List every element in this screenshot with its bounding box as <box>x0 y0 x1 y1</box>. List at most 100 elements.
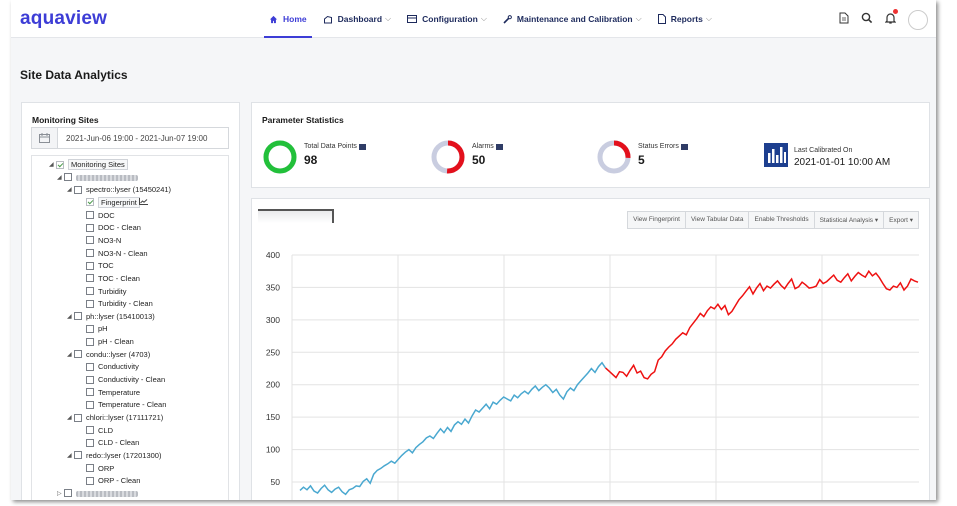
tree-parameter-item[interactable]: ORP - Clean <box>86 475 140 486</box>
tree-checkbox[interactable] <box>86 249 94 258</box>
tree-parameter-item[interactable]: NO3-N <box>86 235 121 246</box>
chart-toolbar: View Fingerprint View Tabular Data Enable … <box>627 211 919 229</box>
collapse-icon[interactable]: ◢ <box>67 313 72 320</box>
tree-checkbox[interactable] <box>86 324 94 333</box>
search-icon[interactable] <box>861 11 873 29</box>
tree-checkbox[interactable] <box>56 160 64 169</box>
tree-checkbox[interactable] <box>74 451 82 460</box>
tree-checkbox[interactable] <box>74 413 82 422</box>
tree-checkbox[interactable] <box>86 362 94 371</box>
tree-parameter-item[interactable]: DOC - Clean <box>86 222 141 233</box>
tree-checkbox[interactable] <box>86 464 94 473</box>
details-icon[interactable] <box>495 143 503 150</box>
tree-checkbox[interactable] <box>86 274 94 283</box>
export-button[interactable]: Export ▾ <box>883 211 919 229</box>
tree-checkbox[interactable] <box>74 312 82 321</box>
y-tick-label: 250 <box>266 347 280 357</box>
tree-checkbox[interactable] <box>86 223 94 232</box>
tree-site-item[interactable]: ◢ ph::lyser (15410013) <box>67 311 155 322</box>
tree-checkbox[interactable] <box>86 426 94 435</box>
tree-site-item[interactable]: ▷ <box>57 488 138 499</box>
tree-item-label: NO3-N <box>98 235 122 245</box>
view-fingerprint-button[interactable]: View Fingerprint <box>627 211 686 229</box>
tree-checkbox[interactable] <box>86 261 94 270</box>
collapse-icon[interactable]: ◢ <box>49 162 54 168</box>
bar-chart-icon <box>764 143 788 172</box>
tree-parameter-item[interactable]: DOC <box>86 210 115 221</box>
tree-checkbox[interactable] <box>86 400 94 409</box>
tree-item-label: pH - Clean <box>98 337 134 347</box>
tree-item-label: condu::lyser (4703) <box>86 349 151 359</box>
collapse-icon[interactable]: ◢ <box>57 174 62 181</box>
document-icon[interactable] <box>839 11 849 29</box>
tree-parameter-item[interactable]: Temperature <box>86 387 140 398</box>
y-tick-label: 350 <box>266 282 280 292</box>
details-icon[interactable] <box>680 143 688 150</box>
button-label: View Fingerprint <box>633 216 680 223</box>
tree-site-item[interactable]: ◢ redo::lyser (17201300) <box>67 450 161 461</box>
tree-parameter-item[interactable]: ORP <box>86 463 114 474</box>
tree-parameter-item[interactable]: CLD <box>86 425 113 436</box>
tree-parameter-item[interactable]: Turbidity - Clean <box>86 298 153 309</box>
bell-icon[interactable] <box>884 9 898 29</box>
tree-checkbox[interactable] <box>86 388 94 397</box>
avatar[interactable] <box>908 10 928 30</box>
y-tick-label: 50 <box>271 477 281 487</box>
dashboard-icon <box>323 15 338 24</box>
tree-checkbox[interactable] <box>86 211 94 220</box>
tree-checkbox[interactable] <box>74 185 82 194</box>
nav-maintenance-and-calibration[interactable]: Maintenance and Calibration ⌵ <box>495 0 650 38</box>
nav-reports[interactable]: Reports ⌵ <box>650 0 720 38</box>
tree-parameter-item[interactable]: CLD - Clean <box>86 437 139 448</box>
tree-item-label: CLD - Clean <box>98 438 140 448</box>
tree-site-item[interactable]: ◢ condu::lyser (4703) <box>67 349 150 360</box>
details-icon[interactable] <box>358 143 366 150</box>
tree-parameter-item[interactable]: Temperature - Clean <box>86 399 166 410</box>
tree-checkbox[interactable] <box>86 375 94 384</box>
tree-checkbox[interactable] <box>86 438 94 447</box>
tree-parameter-item[interactable]: Turbidity <box>86 286 126 297</box>
nav-label: Home <box>283 14 307 24</box>
tree-checkbox[interactable] <box>64 173 72 182</box>
calendar-icon[interactable] <box>32 128 58 148</box>
tree-site-item[interactable]: ◢ spectro::lyser (15450241) <box>67 184 171 195</box>
tree-parameter-item[interactable]: TOC - Clean <box>86 273 140 284</box>
app-logo[interactable]: aquaview <box>20 8 108 29</box>
enable-thresholds-button[interactable]: Enable Thresholds <box>748 211 815 229</box>
tree-checkbox[interactable] <box>86 198 94 207</box>
collapse-icon[interactable]: ◢ <box>67 452 72 459</box>
stat-last-calibrated-on: Last Calibrated On 2021-01-01 10:00 AM <box>764 143 890 172</box>
tree-parameter-item[interactable]: TOC <box>86 260 114 271</box>
tree-parameter-item[interactable]: Conductivity <box>86 361 139 372</box>
tree-checkbox[interactable] <box>86 299 94 308</box>
tree-site-item[interactable]: ◢ chlori::lyser (17111721) <box>67 412 163 423</box>
tree-checkbox[interactable] <box>86 287 94 295</box>
collapse-icon[interactable]: ◢ <box>67 415 72 421</box>
tree-parameter-item[interactable]: Fingerprint <box>86 196 148 208</box>
tree-checkbox[interactable] <box>86 236 94 245</box>
tree-site-item[interactable]: ◢ Monitoring Sites <box>49 159 128 170</box>
stat-label: Status Errors <box>638 143 679 150</box>
tree-checkbox[interactable] <box>74 350 82 359</box>
nav-dashboard[interactable]: Dashboard ⌵ <box>315 0 399 38</box>
button-label: Statistical Analysis <box>819 217 874 224</box>
tree-parameter-item[interactable]: Conductivity - Clean <box>86 374 165 385</box>
tree-item-label: chlori::lyser (17111721) <box>86 413 164 422</box>
nav-home[interactable]: Home <box>261 0 315 38</box>
tree-site-item[interactable]: ◢ <box>57 172 138 183</box>
tree-checkbox[interactable] <box>86 476 94 485</box>
nav-configuration[interactable]: Configuration ⌵ <box>399 0 495 38</box>
tree-item-label: Conductivity <box>98 362 139 372</box>
collapse-icon[interactable]: ◢ <box>67 351 72 358</box>
configuration-icon <box>407 15 422 23</box>
tree-item-label: Fingerprint <box>98 196 140 208</box>
tree-item-label: Temperature - Clean <box>98 400 167 410</box>
collapse-icon[interactable]: ◢ <box>67 187 72 194</box>
date-range-picker[interactable]: 2021-Jun-06 19:00 - 2021-Jun-07 19:00 <box>31 127 229 149</box>
tree-checkbox[interactable] <box>64 489 72 498</box>
expand-icon[interactable]: ▷ <box>57 490 62 497</box>
tree-parameter-item[interactable]: NO3-N - Clean <box>86 248 148 259</box>
tree-checkbox[interactable] <box>86 337 94 346</box>
tree-parameter-item[interactable]: pH <box>86 323 108 334</box>
tree-parameter-item[interactable]: pH - Clean <box>86 336 134 347</box>
